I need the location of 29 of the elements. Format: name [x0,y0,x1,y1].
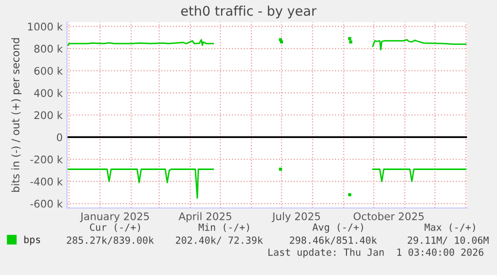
x-tick-label: July 2025 [272,212,320,222]
y-tick-label: -600 k [30,200,63,208]
point [278,168,282,171]
y-tick-label: -400 k [30,177,63,186]
text: 29.11M/ 10.06M [408,236,489,245]
text: Last update: Thu Jan 1 03:40:00 2026 [268,248,484,258]
text: Avg (-/+) [312,223,363,233]
y-tick-label: 0 [56,133,62,142]
point [348,193,352,196]
y-tick-label: 1000 k [28,22,63,31]
y-tick-label: 200 k [34,111,63,120]
y-tick-label: 400 k [34,88,63,97]
x-tick-label: April 2025 [178,212,232,222]
point [348,37,352,40]
x-tick-label: January 2025 [80,212,149,222]
text: Min (-/+) [198,223,249,232]
legend-label: bps [24,236,40,246]
text: 298.46k/851.40k [290,236,377,245]
text: 202.40k/ 72.39k [176,236,263,245]
y-tick-label: 600 k [34,66,63,75]
y-tick-label: -200 k [30,155,63,164]
x-tick-label: October 2025 [354,212,424,220]
y-axis-title: bits in (-) / out (+) per second [11,38,22,192]
point [349,40,352,44]
text: 285.27k/839.00k [66,236,154,245]
text: Cur (-/+) [90,223,140,232]
chart-title: eth0 traffic - by year [181,6,317,18]
text: Max (-/+) [424,223,475,232]
y-tick-label: 800 k [34,44,63,53]
